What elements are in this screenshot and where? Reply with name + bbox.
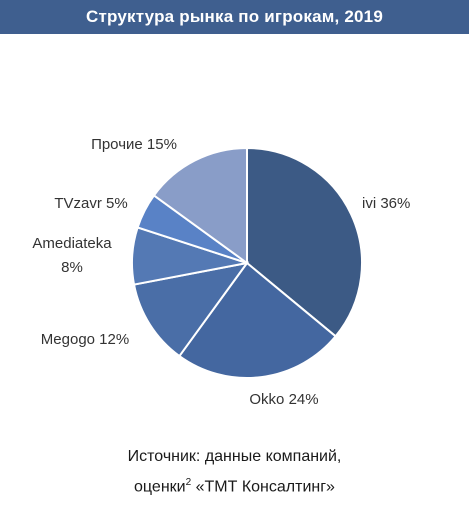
chart-header: Структура рынка по игрокам, 2019 [0, 0, 469, 34]
source-note: Источник: данные компаний, оценки2 «ТМТ … [0, 444, 469, 500]
slice-label-прочие: Прочие 15% [91, 136, 177, 153]
pie-slice-прочие [152, 146, 248, 265]
source-line-1: Источник: данные компаний, [127, 448, 342, 465]
pie-slice-ivi [246, 146, 363, 338]
slice-label-okko: Okko 24% [249, 391, 318, 408]
source-line-2-org: «ТМТ Консалтинг» [191, 478, 335, 496]
pie-slice-megogo [132, 261, 250, 358]
slice-label-megogo: Megogo 12% [41, 331, 129, 348]
source-line-2-text: оценки [134, 478, 186, 496]
source-line-2: оценки2 «ТМТ Консалтинг» [0, 470, 469, 500]
footnote-mark: 2 [185, 477, 192, 488]
slice-label-amediateka: Amediateka 8% [32, 235, 112, 276]
pie-chart: ivi 36% Okko 24% Megogo 12% Amediateka 8% TVz… [32, 136, 410, 408]
pie-slice-okko [178, 261, 338, 379]
slice-label-ivi: ivi 36% [362, 195, 410, 212]
chart-title: Структура рынка по игрокам, 2019 [85, 7, 383, 26]
slice-label-tvzavr: TVzavr 5% [54, 195, 127, 212]
